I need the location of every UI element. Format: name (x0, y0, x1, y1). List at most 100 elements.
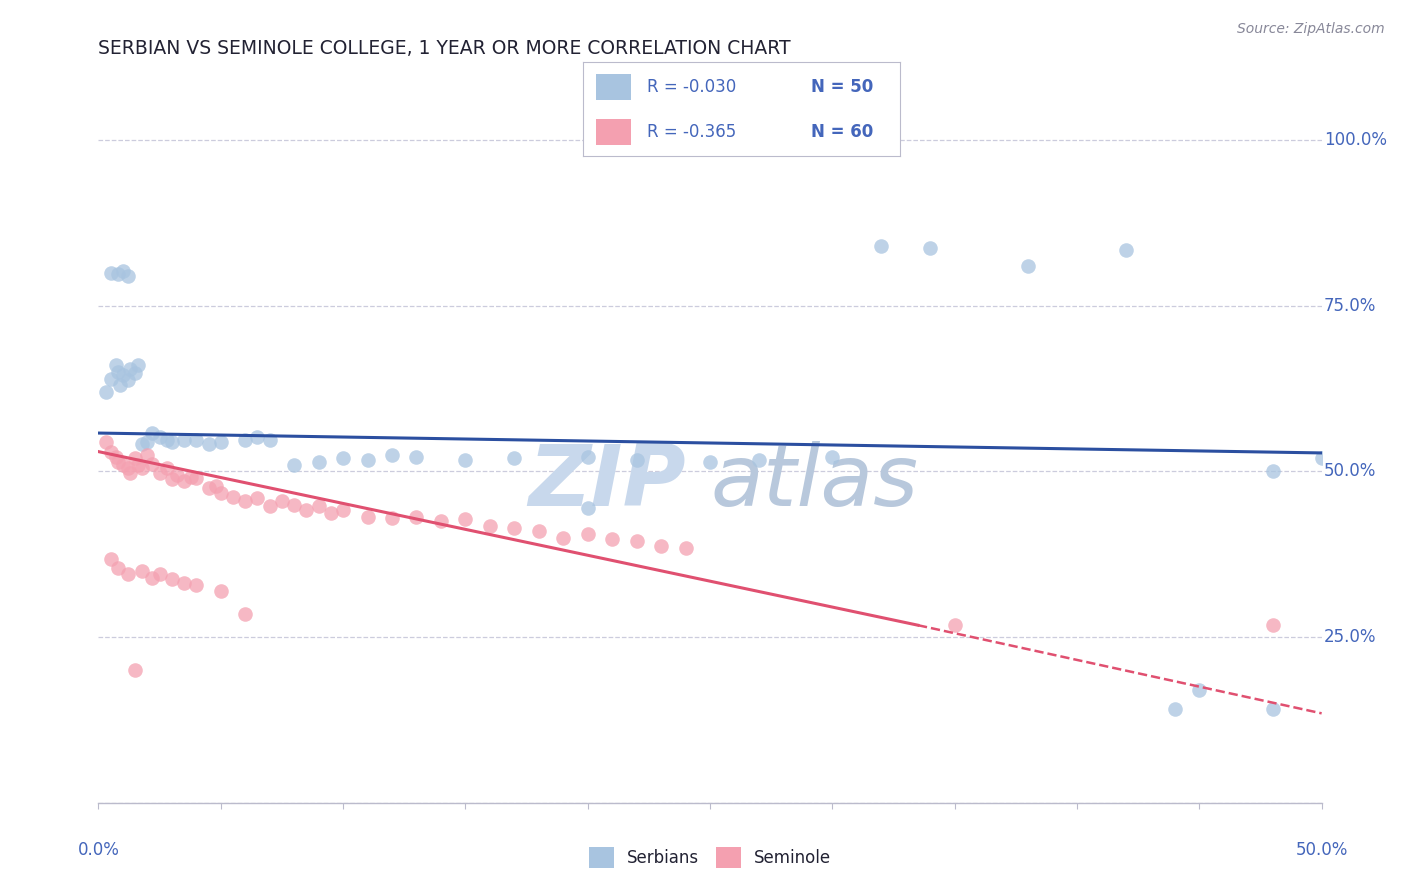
Text: ZIP: ZIP (527, 442, 686, 524)
Text: N = 50: N = 50 (811, 78, 873, 95)
Point (1261, 702, 1284, 716)
Point (127, 458, 149, 472)
Point (166, 467, 188, 482)
Point (173, 433, 195, 447)
Point (405, 509, 427, 524)
Point (107, 454, 129, 468)
Point (104, 359, 127, 373)
Point (283, 458, 305, 472)
Text: R = -0.365: R = -0.365 (647, 123, 735, 141)
Point (120, 361, 142, 376)
Point (308, 454, 330, 468)
Text: 75.0%: 75.0% (1324, 297, 1376, 315)
Point (205, 479, 228, 493)
Point (209, 485, 232, 500)
Point (120, 466, 142, 480)
Point (131, 564, 153, 578)
Text: atlas: atlas (710, 442, 918, 524)
Point (1017, 259, 1039, 273)
Point (650, 539, 672, 553)
Point (124, 367, 146, 381)
Point (156, 433, 179, 447)
Point (186, 578, 208, 592)
Point (141, 457, 163, 471)
Point (117, 461, 139, 475)
Text: 100.0%: 100.0% (1324, 131, 1388, 149)
Point (160, 472, 183, 486)
Point (131, 461, 153, 475)
Point (111, 368, 134, 383)
Point (1115, 243, 1137, 257)
Point (319, 506, 342, 520)
Point (111, 264, 134, 278)
Point (131, 436, 153, 450)
Point (186, 471, 208, 485)
Point (110, 378, 132, 392)
Point (626, 534, 648, 549)
Point (160, 572, 183, 586)
Point (233, 433, 256, 447)
Point (332, 451, 354, 466)
Point (748, 452, 770, 467)
FancyBboxPatch shape (596, 74, 631, 100)
Point (197, 436, 219, 450)
Point (356, 452, 378, 467)
Text: R = -0.030: R = -0.030 (647, 78, 735, 95)
Point (699, 454, 721, 468)
Point (381, 511, 404, 525)
Point (117, 268, 139, 283)
Point (454, 512, 477, 526)
Point (870, 239, 893, 253)
Point (127, 359, 149, 373)
Point (626, 452, 648, 467)
Text: Source: ZipAtlas.com: Source: ZipAtlas.com (1237, 22, 1385, 37)
Point (1310, 451, 1333, 466)
Point (527, 524, 550, 538)
Point (141, 425, 163, 440)
Point (454, 452, 477, 467)
Point (149, 567, 172, 582)
Point (576, 527, 599, 541)
Point (100, 444, 122, 458)
Point (111, 458, 134, 472)
Point (430, 514, 453, 528)
Point (160, 434, 183, 449)
Point (107, 267, 129, 281)
Point (356, 509, 378, 524)
Point (124, 663, 146, 677)
Point (149, 466, 172, 480)
Point (149, 430, 172, 444)
Point (381, 448, 404, 462)
Point (283, 498, 305, 512)
Point (100, 372, 122, 386)
Point (1188, 683, 1211, 698)
Point (405, 450, 427, 464)
Point (141, 570, 163, 584)
Text: 50.0%: 50.0% (1295, 841, 1348, 859)
Point (1164, 702, 1187, 716)
Point (107, 365, 129, 379)
Point (1261, 465, 1284, 479)
Point (209, 434, 232, 449)
Point (104, 450, 127, 464)
Point (295, 503, 318, 517)
Point (94, 434, 117, 449)
Text: N = 60: N = 60 (811, 123, 873, 141)
Point (233, 494, 256, 508)
Point (478, 518, 501, 533)
Point (117, 373, 139, 387)
Point (943, 618, 966, 632)
Point (136, 434, 159, 449)
Point (197, 481, 219, 495)
Point (173, 475, 195, 489)
Text: 50.0%: 50.0% (1324, 462, 1376, 481)
Legend: Serbians, Seminole: Serbians, Seminole (582, 841, 838, 874)
Point (308, 499, 330, 513)
Point (246, 430, 269, 444)
Point (222, 490, 245, 504)
Point (332, 503, 354, 517)
Point (107, 560, 129, 574)
Point (124, 451, 146, 466)
Text: 0.0%: 0.0% (77, 841, 120, 859)
Point (136, 448, 159, 462)
